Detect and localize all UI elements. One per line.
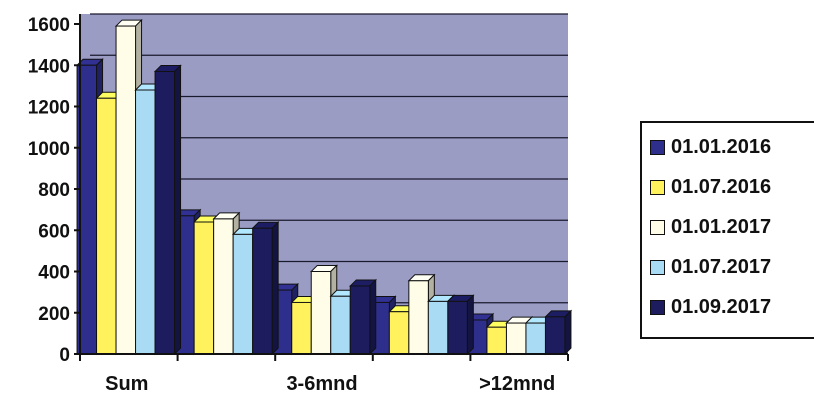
bar-front	[154, 70, 176, 355]
bar-front	[135, 89, 156, 355]
bar	[153, 64, 182, 356]
bars	[75, 18, 573, 356]
legend-item: 01.07.2016	[650, 167, 814, 207]
legend-swatch	[650, 299, 665, 315]
bar-side	[564, 309, 572, 356]
legend-item: 01.09.2017	[650, 287, 814, 327]
y-tick-label: 1000	[28, 139, 70, 160]
bar-front	[330, 295, 351, 355]
bar-front	[115, 25, 137, 355]
bar-front	[349, 285, 371, 355]
bar	[349, 278, 377, 356]
bar-front	[232, 233, 254, 355]
x-category-label: 3-6mnd	[286, 373, 357, 395]
bar-front	[96, 97, 117, 355]
bar-front	[505, 322, 527, 355]
x-category-label: Sum	[105, 373, 148, 395]
bar	[544, 309, 573, 356]
legend-item: 01.07.2017	[650, 247, 814, 287]
bar-side	[369, 278, 377, 356]
y-tick-label: 600	[38, 221, 70, 242]
legend-label: 01.07.2016	[671, 175, 772, 198]
bar-front	[213, 218, 234, 355]
bar-front	[525, 322, 546, 355]
y-tick-label: 800	[38, 180, 70, 201]
bar-front	[447, 300, 468, 355]
bar-front	[408, 280, 429, 355]
x-category-labels: Sum 3-6mnd >12mnd	[105, 373, 555, 395]
y-tick-label: 400	[38, 263, 70, 284]
bar-front	[544, 316, 566, 355]
y-tick-label: 1400	[28, 56, 70, 77]
legend: 01.01.2016 01.07.2016 01.01.2017 01.07.2017…	[640, 121, 814, 339]
bar-side	[174, 64, 182, 356]
bar-front	[388, 311, 410, 355]
legend-label: 01.07.2017	[671, 255, 772, 278]
bar	[446, 294, 475, 356]
y-tick-label: 200	[38, 304, 70, 325]
legend-label: 01.01.2016	[671, 135, 772, 158]
bar-front	[486, 326, 507, 355]
bar-front	[252, 227, 273, 355]
y-tick-label: 0	[59, 345, 70, 366]
legend-label: 01.09.2017	[671, 295, 772, 318]
legend-swatch	[650, 219, 665, 235]
y-tick-label: 1200	[28, 98, 70, 119]
legend-swatch	[650, 259, 665, 275]
legend-item: 01.01.2017	[650, 207, 814, 247]
axes	[74, 14, 569, 361]
legend-swatch	[650, 179, 665, 195]
bar-front	[291, 301, 312, 355]
legend-item: 01.01.2016	[650, 127, 814, 167]
y-tick-labels: 0 200 400 600 800 1000 1200 1400 1600	[28, 15, 70, 366]
bar-side	[271, 220, 279, 356]
legend-label: 01.01.2017	[671, 215, 772, 238]
x-category-label: >12mnd	[479, 373, 555, 395]
bar-front	[427, 300, 449, 355]
legend-swatch	[650, 139, 665, 155]
bar-front	[193, 221, 215, 355]
bar-front	[310, 271, 332, 355]
bar-side	[466, 294, 474, 356]
y-tick-label: 1600	[28, 15, 70, 36]
bar	[251, 220, 280, 356]
